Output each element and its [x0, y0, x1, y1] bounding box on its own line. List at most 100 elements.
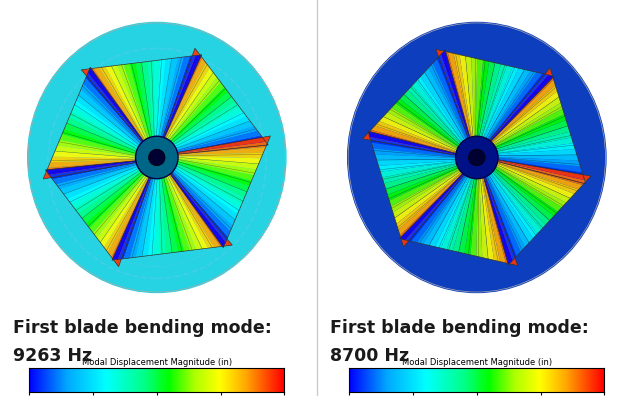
Polygon shape — [490, 85, 557, 145]
Polygon shape — [483, 173, 513, 265]
Polygon shape — [142, 174, 157, 257]
Polygon shape — [157, 59, 172, 141]
Polygon shape — [49, 161, 140, 180]
Polygon shape — [176, 147, 266, 155]
Polygon shape — [483, 176, 506, 263]
Polygon shape — [375, 121, 459, 153]
Polygon shape — [465, 56, 474, 140]
Polygon shape — [43, 162, 136, 179]
Polygon shape — [478, 63, 501, 141]
Polygon shape — [177, 136, 271, 153]
Polygon shape — [459, 174, 476, 253]
Polygon shape — [367, 130, 457, 154]
Polygon shape — [166, 72, 217, 142]
Polygon shape — [62, 129, 140, 155]
Polygon shape — [75, 168, 145, 213]
Polygon shape — [167, 173, 214, 248]
Polygon shape — [494, 163, 575, 198]
Polygon shape — [477, 61, 495, 141]
Polygon shape — [172, 164, 242, 209]
Polygon shape — [382, 162, 461, 183]
Polygon shape — [154, 60, 159, 141]
Polygon shape — [491, 166, 558, 216]
Polygon shape — [454, 53, 472, 139]
Polygon shape — [400, 94, 463, 148]
Circle shape — [148, 149, 165, 166]
Polygon shape — [112, 174, 152, 260]
Polygon shape — [491, 97, 561, 147]
Polygon shape — [170, 106, 243, 148]
Polygon shape — [486, 170, 533, 243]
Polygon shape — [436, 49, 469, 138]
Polygon shape — [495, 162, 579, 194]
Polygon shape — [162, 173, 184, 252]
Polygon shape — [484, 71, 536, 143]
Polygon shape — [67, 166, 143, 204]
Polygon shape — [168, 92, 232, 146]
Polygon shape — [479, 64, 507, 142]
Polygon shape — [479, 175, 488, 259]
Polygon shape — [373, 148, 460, 158]
Polygon shape — [483, 70, 531, 143]
Polygon shape — [48, 160, 138, 168]
Polygon shape — [399, 171, 467, 240]
Polygon shape — [161, 173, 178, 253]
Polygon shape — [100, 173, 148, 248]
Polygon shape — [158, 58, 178, 141]
Polygon shape — [400, 173, 464, 241]
Polygon shape — [162, 55, 202, 141]
Polygon shape — [493, 164, 566, 207]
Polygon shape — [368, 131, 460, 155]
Polygon shape — [170, 168, 233, 231]
Polygon shape — [375, 154, 461, 160]
Polygon shape — [124, 174, 154, 259]
Polygon shape — [115, 177, 151, 267]
Polygon shape — [172, 126, 257, 152]
Polygon shape — [412, 81, 466, 147]
Polygon shape — [493, 149, 577, 156]
Polygon shape — [170, 111, 246, 149]
Polygon shape — [64, 165, 143, 199]
Polygon shape — [90, 171, 147, 233]
Polygon shape — [104, 174, 149, 252]
Polygon shape — [492, 165, 562, 212]
Polygon shape — [82, 169, 146, 223]
Polygon shape — [497, 160, 587, 185]
Polygon shape — [141, 61, 154, 141]
Polygon shape — [93, 68, 145, 142]
Polygon shape — [124, 64, 150, 142]
Polygon shape — [470, 175, 478, 256]
Polygon shape — [148, 61, 155, 141]
Polygon shape — [170, 173, 232, 246]
Polygon shape — [69, 112, 142, 152]
Polygon shape — [168, 87, 228, 145]
Polygon shape — [129, 63, 152, 142]
Polygon shape — [168, 97, 236, 147]
Polygon shape — [387, 108, 461, 151]
Polygon shape — [163, 173, 190, 251]
Polygon shape — [45, 161, 137, 173]
Polygon shape — [163, 53, 202, 139]
Polygon shape — [490, 68, 552, 141]
Polygon shape — [437, 54, 470, 142]
Polygon shape — [136, 174, 156, 257]
Polygon shape — [99, 67, 147, 142]
Polygon shape — [173, 130, 261, 153]
Polygon shape — [493, 158, 582, 172]
Polygon shape — [485, 171, 525, 252]
Polygon shape — [389, 166, 463, 206]
Polygon shape — [493, 143, 575, 155]
Polygon shape — [52, 162, 141, 185]
Polygon shape — [163, 48, 198, 138]
Polygon shape — [492, 120, 568, 150]
Polygon shape — [493, 164, 570, 203]
Text: First blade bending mode:: First blade bending mode: — [13, 319, 271, 337]
Ellipse shape — [27, 22, 287, 293]
Polygon shape — [489, 168, 545, 229]
Polygon shape — [97, 173, 148, 242]
Polygon shape — [172, 163, 244, 203]
Polygon shape — [177, 141, 268, 154]
Polygon shape — [483, 176, 512, 264]
Polygon shape — [168, 170, 226, 248]
Polygon shape — [380, 161, 461, 177]
